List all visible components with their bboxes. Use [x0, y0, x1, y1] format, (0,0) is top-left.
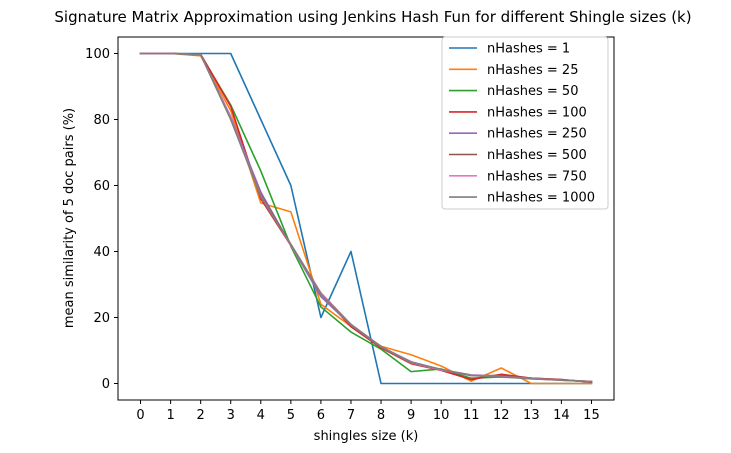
plot-area	[117, 36, 615, 401]
series-layer	[139, 52, 593, 385]
x-axis-ticks: 0 1 2 3 4 5 6 7 8 9 10 11 12 13 14 15	[136, 400, 600, 423]
y-tick-label: 0	[102, 377, 110, 392]
x-tick-label: 12	[493, 408, 510, 423]
legend-label: nHashes = 750	[487, 169, 587, 184]
x-tick-label: 1	[166, 408, 174, 423]
y-tick-label: 60	[93, 179, 110, 194]
x-axis-label: shingles size (k)	[314, 429, 419, 444]
x-tick-label: 9	[407, 408, 415, 423]
axes-frame	[117, 36, 615, 401]
legend-label: nHashes = 100	[487, 105, 587, 120]
x-tick-label: 8	[377, 408, 385, 423]
x-tick-label: 15	[583, 408, 600, 423]
y-tick-label: 40	[93, 245, 110, 260]
legend-label: nHashes = 25	[487, 63, 578, 78]
y-tick-label: 100	[85, 47, 110, 62]
legend: nHashes = 1 nHashes = 25 nHashes = 50 nHash…	[441, 36, 609, 210]
series-line-1	[139, 52, 593, 385]
x-tick-label: 7	[347, 408, 355, 423]
y-axis-ticks: 0 20 40 60 80 100	[85, 47, 118, 392]
x-tick-label: 14	[553, 408, 570, 423]
series-line-8	[139, 52, 593, 383]
x-tick-label: 2	[197, 408, 205, 423]
y-axis-label: mean similarity of 5 doc pairs (%)	[62, 108, 77, 328]
x-tick-label: 5	[287, 408, 295, 423]
x-tick-label: 13	[523, 408, 540, 423]
legend-label: nHashes = 50	[487, 84, 578, 99]
y-tick-label: 20	[93, 311, 110, 326]
x-tick-label: 10	[433, 408, 450, 423]
x-tick-label: 0	[136, 408, 144, 423]
legend-label: nHashes = 500	[487, 148, 587, 163]
legend-label: nHashes = 250	[487, 127, 587, 142]
y-tick-label: 80	[93, 113, 110, 128]
legend-entries: nHashes = 1 nHashes = 25 nHashes = 50 nHash…	[449, 42, 595, 206]
x-tick-label: 4	[257, 408, 265, 423]
x-tick-label: 3	[227, 408, 235, 423]
legend-label: nHashes = 1	[487, 42, 570, 57]
chart-title: Signature Matrix Approximation using Jen…	[54, 8, 691, 26]
legend-box	[441, 36, 609, 210]
x-tick-label: 6	[317, 408, 325, 423]
x-tick-label: 11	[463, 408, 480, 423]
legend-label: nHashes = 1000	[487, 191, 595, 206]
